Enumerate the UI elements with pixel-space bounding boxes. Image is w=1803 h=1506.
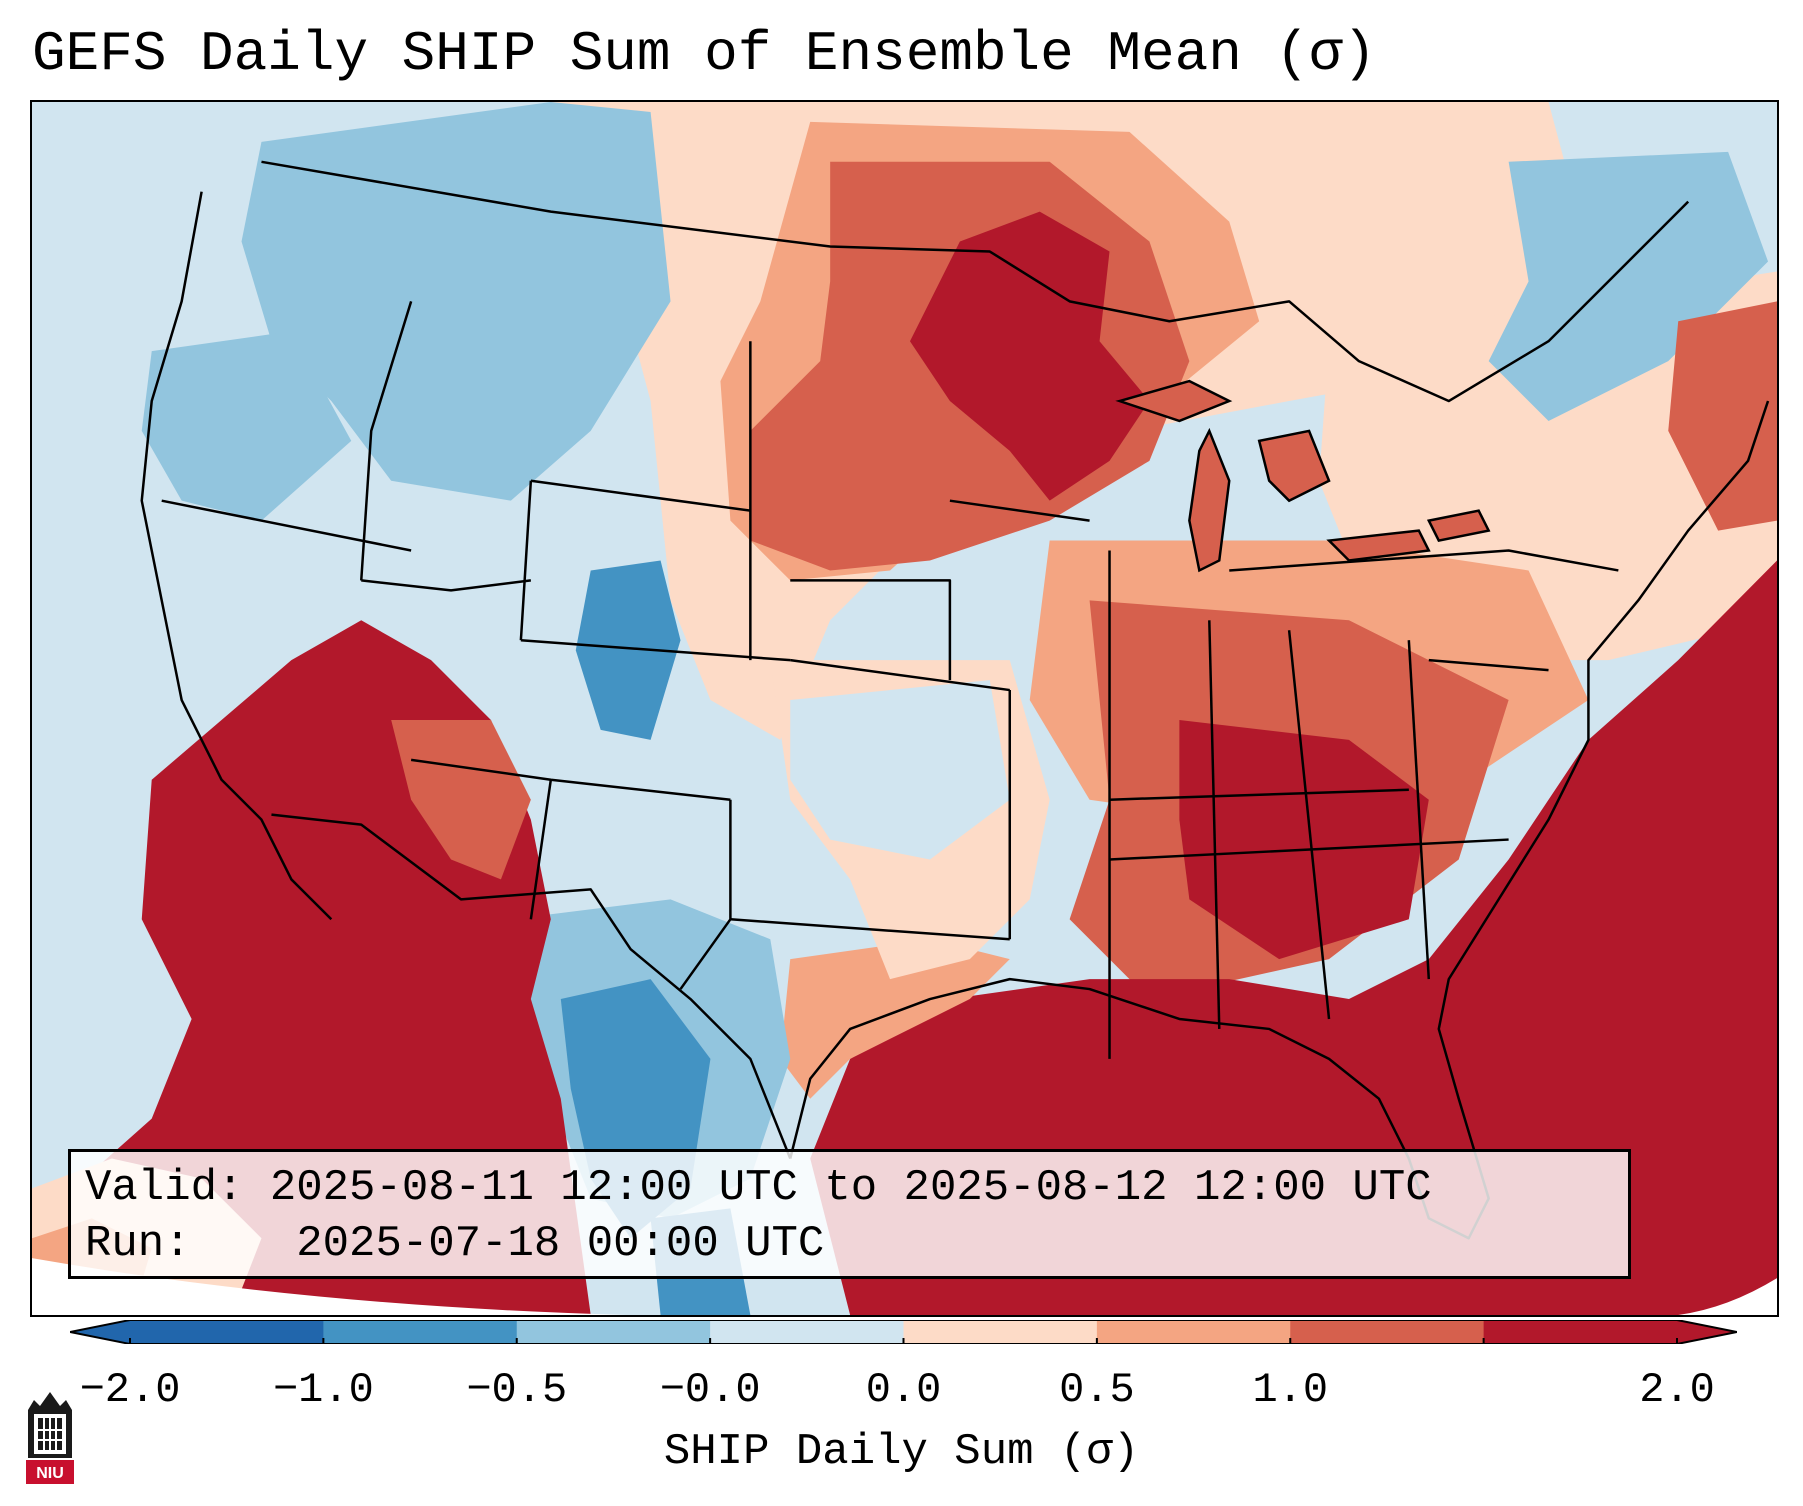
field-sw-orange [391, 719, 531, 880]
niu-logo-text: NIU [36, 1465, 64, 1482]
colorbar-tick-label: 1.0 [1252, 1366, 1329, 1414]
colorbar-tick-label: 2.0 [1639, 1366, 1715, 1414]
colorbar-tick-label: −0.0 [659, 1366, 761, 1414]
run-line: Run: 2025-07-18 00:00 UTC [85, 1216, 1614, 1272]
field-upper-midwest-dark [909, 211, 1150, 501]
ship-field-map [32, 102, 1777, 1315]
figure-title: GEFS Daily SHIP Sum of Ensemble Mean (σ) [32, 22, 1377, 86]
great-lakes [1115, 379, 1491, 573]
colorbar-segment [323, 1320, 518, 1344]
colorbar-extend-high [1677, 1320, 1737, 1344]
valid-run-info-box: Valid: 2025-08-11 12:00 UTC to 2025-08-1… [68, 1149, 1631, 1279]
map-edge-corner-right [1678, 1278, 1777, 1315]
valid-line: Valid: 2025-08-11 12:00 UTC to 2025-08-1… [85, 1160, 1614, 1216]
colorbar-tick-label: −2.0 [79, 1366, 181, 1414]
field-ne-coast-red [1668, 301, 1777, 531]
colorbar-ticks: −2.0 −1.0 −0.5 −0.0 0.0 0.5 1.0 2.0 [0, 1365, 1803, 1419]
field-northeast-blue [1488, 151, 1769, 421]
colorbar-segment [1290, 1320, 1485, 1344]
colorbar-tick-label: −1.0 [272, 1366, 374, 1414]
colorbar-label: SHIP Daily Sum (σ) [663, 1427, 1140, 1477]
niu-logo: NIU [26, 1392, 74, 1484]
colorbar-tick-label: −0.5 [466, 1366, 568, 1414]
colorbar-segment [710, 1320, 904, 1344]
colorbar [70, 1320, 1737, 1344]
colorbar-tick-label: 0.5 [1059, 1366, 1135, 1414]
valid-label: Valid: [85, 1163, 244, 1213]
field-plains-blue [790, 680, 1010, 860]
colorbar-segment [1483, 1320, 1678, 1344]
field-deep-south [1179, 719, 1429, 960]
valid-value: 2025-08-11 12:00 UTC to 2025-08-12 12:00… [269, 1163, 1432, 1213]
colorbar-extend-low [70, 1320, 130, 1344]
colorbar-segment [903, 1320, 1098, 1344]
field-colorado-blue [575, 560, 681, 740]
field-gulf-margin [780, 939, 1010, 1099]
field-west-blue [241, 102, 671, 501]
run-value: 2025-07-18 00:00 UTC [296, 1219, 825, 1269]
colorbar-segment [516, 1320, 711, 1344]
colorbar-tick-label: 0.0 [865, 1366, 942, 1414]
colorbar-segment [130, 1320, 324, 1344]
map-edge-corner [32, 1258, 930, 1315]
field-atlantic-gulf [810, 560, 1777, 1315]
field-pnw-blue [141, 331, 352, 521]
colorbar-segment [1096, 1320, 1291, 1344]
state-boundaries [140, 160, 1770, 1240]
run-label: Run: [85, 1219, 191, 1269]
map-panel [30, 100, 1779, 1317]
